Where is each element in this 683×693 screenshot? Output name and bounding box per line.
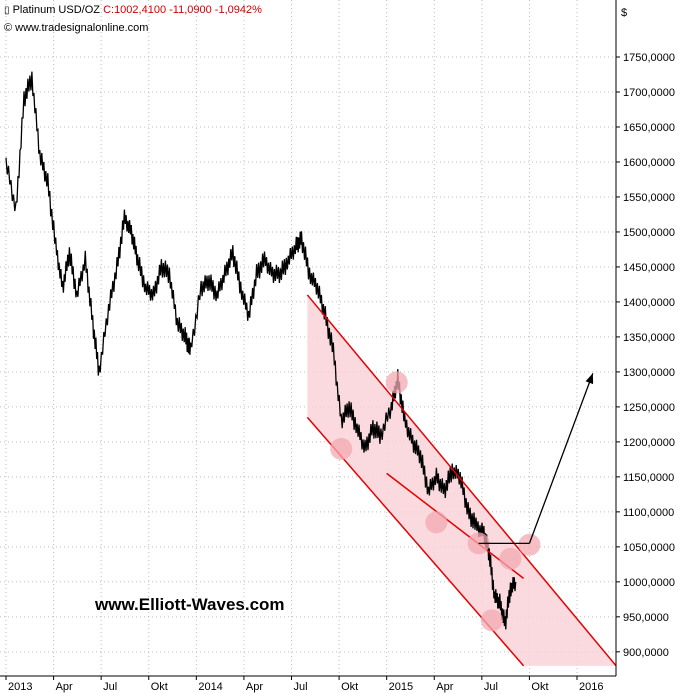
x-tick-label: Apr xyxy=(436,681,453,693)
y-tick-label: 1250,0000 xyxy=(623,402,675,414)
copyright-line: © www.tradesignalonline.com xyxy=(4,22,148,34)
y-tick-label: 1200,0000 xyxy=(623,437,675,449)
touch-point-marker xyxy=(385,371,408,394)
y-tick-label: 950,0000 xyxy=(623,612,669,624)
projection-arrows xyxy=(478,373,594,545)
candlestick-icon: ▯ xyxy=(4,5,10,16)
channel-upper-line xyxy=(306,294,617,667)
watermark-text: www.Elliott-Waves.com xyxy=(94,595,285,614)
currency-label: $ xyxy=(621,7,627,19)
y-tick-label: 1050,0000 xyxy=(623,542,675,554)
touch-point-marker xyxy=(330,437,353,460)
chart-header: ▯ Platinum USD/OZ C:1002,4100 -11,0900 -… xyxy=(4,4,262,16)
y-tick-label: 1300,0000 xyxy=(623,367,675,379)
price-line xyxy=(5,71,517,630)
x-axis-ticks: 2013 Apr Jul Okt 2014 Apr Jul Okt 2015 Apr Jul Okt 2… xyxy=(5,676,603,693)
y-tick-label: 1400,0000 xyxy=(623,297,675,309)
x-tick-label: 2013 xyxy=(8,681,32,693)
y-axis-ticks: 1750,0000 1700,0000 1650,0000 1600,0000 1550… xyxy=(616,52,675,659)
y-tick-label: 1600,0000 xyxy=(623,157,675,169)
x-tick-label: Jul xyxy=(294,681,308,693)
y-tick-label: 1000,0000 xyxy=(623,577,675,589)
instrument-name: Platinum USD/OZ xyxy=(12,4,100,16)
touch-point-marker xyxy=(480,609,503,632)
y-tick-label: 1650,0000 xyxy=(623,122,675,134)
change-percent: -1,0942% xyxy=(214,4,262,16)
y-tick-label: 900,0000 xyxy=(623,647,669,659)
price-series xyxy=(5,71,517,630)
x-tick-label: 2016 xyxy=(579,681,603,693)
y-tick-label: 1550,0000 xyxy=(623,192,675,204)
touch-point-marker xyxy=(518,533,541,556)
projection-arrow-line xyxy=(528,373,594,544)
y-tick-label: 1100,0000 xyxy=(623,507,674,519)
touch-point-marker xyxy=(499,547,522,570)
x-tick-label: Okt xyxy=(531,681,548,693)
touch-point-markers xyxy=(330,371,541,632)
touch-point-marker xyxy=(425,511,448,534)
x-tick-label: Jul xyxy=(103,681,117,693)
y-tick-label: 1700,0000 xyxy=(623,87,675,99)
x-tick-label: 2015 xyxy=(389,681,413,693)
x-tick-label: 2014 xyxy=(198,681,222,693)
close-value: C:1002,4100 xyxy=(103,4,167,16)
y-tick-label: 1350,0000 xyxy=(623,332,675,344)
x-tick-label: Apr xyxy=(56,681,73,693)
y-tick-label: 1450,0000 xyxy=(623,262,675,274)
x-tick-label: Apr xyxy=(246,681,263,693)
copyright-text: © www.tradesignalonline.com xyxy=(4,22,149,34)
x-tick-label: Okt xyxy=(151,681,168,693)
channel-lines xyxy=(306,294,617,667)
projection-arrow-head xyxy=(585,373,594,385)
y-tick-label: 1150,0000 xyxy=(623,472,674,484)
change-value: -11,0900 xyxy=(169,4,212,16)
y-tick-label: 1500,0000 xyxy=(623,227,675,239)
y-tick-label: 1750,0000 xyxy=(623,52,675,64)
x-tick-label: Jul xyxy=(484,681,498,693)
x-tick-label: Okt xyxy=(341,681,358,693)
